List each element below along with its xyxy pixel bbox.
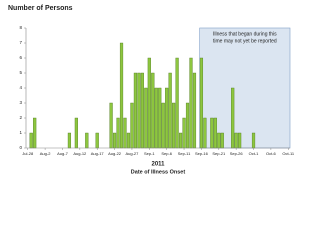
y-tick-label: 5 [19,70,22,75]
chart-title: Number of Persons [8,5,73,12]
x-axis-title: Date of Illness Onset [131,169,186,175]
bar [133,72,138,149]
x-axis-year: 2011 [151,162,165,168]
bar [251,132,256,149]
bar [67,132,72,149]
bar [85,132,89,149]
bar [189,57,193,149]
bar [168,72,172,149]
bar [74,117,78,149]
bar [151,72,155,149]
x-tick-label: Sep-11 [178,151,191,156]
x-tick-label: Oct-1 [249,151,260,156]
annotation-text: time may not yet be reported [213,38,277,44]
bar [112,132,117,149]
y-tick-label: 0 [19,145,22,150]
bar [165,87,169,149]
y-tick-label: 7 [19,40,22,45]
x-tick-label: Sep-6 [161,151,172,156]
bar [33,117,37,149]
x-tick-label: Aug-17 [91,151,105,156]
bar [210,117,214,149]
x-tick-label: Sep-21 [212,151,226,156]
y-tick-label: 8 [19,25,22,30]
bar [220,132,224,149]
bar [119,42,124,149]
bar [123,117,127,149]
x-tick-label: Aug-7 [57,151,68,156]
bar [199,57,204,149]
bar [231,87,235,149]
x-tick-label: Aug-22 [108,151,122,156]
chart: Number of Persons 2011 Date of Illness O… [8,5,295,176]
y-tick-label: 6 [19,55,22,60]
bar [185,102,190,149]
bar [154,87,158,149]
y-tick-label: 1 [19,130,22,135]
bar [95,132,99,149]
bar [126,132,131,149]
bar [172,102,176,149]
x-tick-label: Aug-2 [40,151,51,156]
y-tick-label: 4 [19,85,22,90]
x-tick-label: Jul-28 [22,151,34,156]
x-tick-label: Aug-27 [125,151,139,156]
bar [116,117,120,149]
y-tick-label: 2 [19,115,22,120]
bar [144,87,148,149]
bar [203,117,207,149]
bar [137,72,141,149]
bar [234,132,238,149]
bar [175,57,179,149]
bar [29,132,33,149]
bar [182,117,186,149]
y-tick-label: 3 [19,100,22,105]
x-tick-label: Sep-16 [195,151,209,156]
bar [238,132,242,149]
bar [158,87,162,149]
x-tick-label: Sep-26 [230,151,244,156]
bar [161,102,165,149]
x-tick-label: Sep-1 [144,151,155,156]
annotation-text: Illness that began during this [213,31,277,37]
bar [178,132,183,149]
bar [213,117,217,149]
bar [217,132,221,149]
x-tick-label: Oct-11 [282,151,294,156]
bar [140,72,144,149]
x-tick-label: Oct-6 [266,151,277,156]
bar [192,72,197,149]
bar [147,57,151,149]
bar [109,102,113,149]
x-tick-label: Aug-12 [73,151,87,156]
bar [130,102,134,149]
